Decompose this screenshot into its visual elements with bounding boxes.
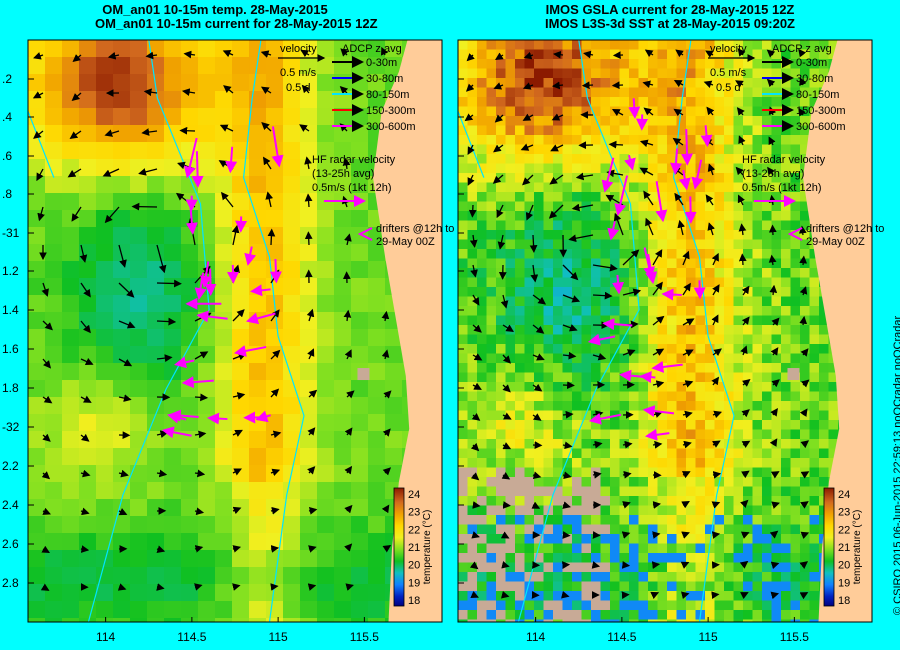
hf-radar-avg: (13-25h avg) [312, 168, 374, 180]
colorbar-tick-22: 22 [408, 524, 420, 536]
y-tick-2: .6 [2, 149, 12, 163]
y-tick-13: 2.8 [2, 576, 19, 590]
velocity-label: velocity [710, 43, 747, 55]
adcp-label-1: 30-80m [796, 73, 833, 85]
drifter-date: 29-May 00Z [806, 236, 865, 248]
right-map-frame [457, 39, 873, 623]
y-axis-ticks: .2 .4 .6 .8 -31 1.2 1.4 1.6 1.8 -32 2.2 2.4 2.6 2.8 [2, 72, 464, 590]
adcp-label-2: 80-150m [796, 89, 839, 101]
colorbar-tick-22: 22 [838, 524, 850, 536]
y-tick-10: 2.2 [2, 459, 19, 473]
colorbar-tick-20: 20 [838, 560, 850, 572]
right-panel-title: IMOS GSLA current for 28-May-2015 12Z IM… [520, 3, 820, 31]
right-land-mass [787, 40, 872, 622]
colorbar-tick-18: 18 [838, 595, 850, 607]
y-tick-12: 2.6 [2, 537, 19, 551]
left-map-frame [27, 39, 443, 623]
colorbar-label: temperature (°C) [852, 510, 863, 585]
colorbar-tick-23: 23 [408, 507, 420, 519]
left-land-mass [357, 40, 442, 622]
hf-radar-label: HF radar velocity [312, 154, 396, 166]
x-tick-R-0: 114 [526, 630, 545, 644]
y-tick-3: .8 [2, 187, 12, 201]
left-legend: velocity 0.5 m/s 0.5 d ADCP z avg 0-30m 30-80… [278, 43, 454, 248]
adcp-label-0: 0-30m [796, 57, 827, 69]
scale-speed: 0.5 m/s [710, 67, 747, 79]
adcp-label-2: 80-150m [366, 89, 409, 101]
adcp-label-3: 150-300m [796, 105, 846, 117]
right-title-line2: IMOS L3S-3d SST at 28-May-2015 09:20Z [545, 16, 795, 31]
colorbar-tick-19: 19 [838, 577, 850, 589]
colorbar-tick-24: 24 [408, 489, 420, 501]
colorbar-tick-23: 23 [838, 507, 850, 519]
colorbar-tick-24: 24 [838, 489, 850, 501]
adcp-label-4: 300-600m [796, 121, 846, 133]
left-map-panel [27, 39, 443, 623]
colorbar-tick-21: 21 [838, 542, 850, 554]
x-axis-ticks: 114 114.5 115 115.5 114 114.5 115 115.5 [96, 617, 809, 644]
drifter-marker [357, 227, 373, 241]
y-tick-8: 1.8 [2, 381, 19, 395]
scale-speed: 0.5 m/s [280, 67, 317, 79]
y-tick-11: 2.4 [2, 498, 19, 512]
colorbar-label: temperature (°C) [422, 510, 433, 585]
drifter-label: drifters @12h to [376, 223, 454, 235]
y-tick-7: 1.6 [2, 342, 19, 356]
y-tick-4: -31 [2, 226, 20, 240]
hf-radar-avg: (13-25h avg) [742, 168, 804, 180]
right-current-vectors [464, 48, 810, 600]
scale-time: 0.5 d [286, 82, 310, 94]
right-hf-radar-vectors [587, 98, 713, 441]
colorbar-gradient [823, 487, 835, 607]
left-isobaths [28, 40, 305, 622]
left-panel-title: OM_an01 10-15m temp. 28-May-2015 OM_an01… [95, 2, 378, 31]
x-tick-L-2: 115 [269, 630, 288, 644]
x-tick-R-1: 114.5 [607, 630, 636, 644]
adcp-title: ADCP z avg [772, 43, 832, 55]
x-tick-L-0: 114 [96, 630, 115, 644]
scale-time: 0.5 d [716, 82, 740, 94]
hf-radar-scale: 0.5m/s (1kt 12h) [312, 182, 391, 194]
right-map-panel [457, 39, 873, 623]
adcp-label-4: 300-600m [366, 121, 416, 133]
drifter-date: 29-May 00Z [376, 236, 435, 248]
colorbar-tick-20: 20 [408, 560, 420, 572]
y-tick-9: -32 [2, 420, 20, 434]
right-legend: velocity 0.5 m/s 0.5 d ADCP z avg 0-30m 30-80… [708, 43, 884, 248]
adcp-label-0: 0-30m [366, 57, 397, 69]
left-title-line1: OM_an01 10-15m temp. 28-May-2015 [102, 2, 328, 17]
drifter-marker [787, 227, 803, 241]
velocity-label: velocity [280, 43, 317, 55]
y-tick-0: .2 [2, 72, 12, 86]
left-title-line2: OM_an01 10-15m current for 28-May-2015 1… [95, 16, 378, 31]
adcp-title: ADCP z avg [342, 43, 402, 55]
y-tick-5: 1.2 [2, 264, 19, 278]
left-hf-radar-vectors [161, 126, 284, 439]
x-tick-L-1: 114.5 [177, 630, 206, 644]
hf-radar-label: HF radar velocity [742, 154, 826, 166]
y-tick-6: 1.4 [2, 303, 19, 317]
x-tick-R-2: 115 [699, 630, 718, 644]
drifter-label: drifters @12h to [806, 223, 884, 235]
colorbar-gradient [393, 487, 405, 607]
x-tick-L-3: 115.5 [350, 630, 379, 644]
left-sst-field [28, 40, 442, 622]
right-title-line1: IMOS GSLA current for 28-May-2015 12Z [545, 2, 795, 17]
adcp-label-3: 150-300m [366, 105, 416, 117]
credit-text: © CSIRO 2015 06-Jun-2015 22:59:13 noQCra… [892, 315, 900, 615]
hf-radar-scale: 0.5m/s (1kt 12h) [742, 182, 821, 194]
adcp-label-1: 30-80m [366, 73, 403, 85]
y-tick-1: .4 [2, 110, 12, 124]
colorbar-tick-18: 18 [408, 595, 420, 607]
x-tick-R-3: 115.5 [780, 630, 809, 644]
colorbar-tick-21: 21 [408, 542, 420, 554]
colorbar-tick-19: 19 [408, 577, 420, 589]
